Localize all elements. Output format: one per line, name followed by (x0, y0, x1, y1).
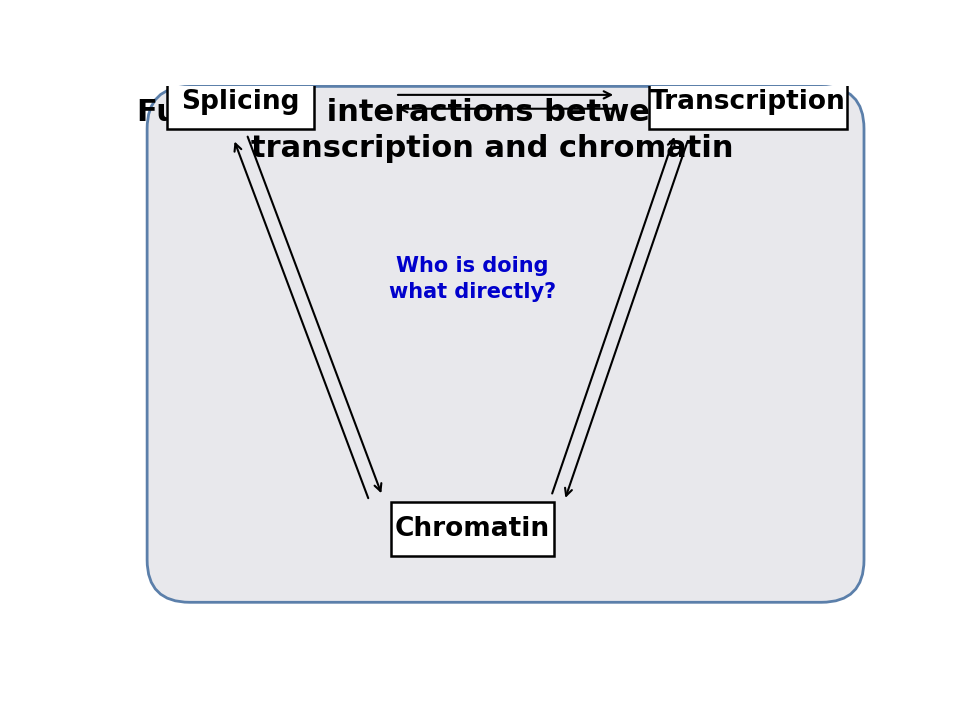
Text: Transcription: Transcription (650, 89, 846, 114)
FancyBboxPatch shape (147, 86, 864, 603)
Text: Who is doing
what directly?: Who is doing what directly? (389, 256, 556, 302)
Text: Chromatin: Chromatin (396, 516, 550, 542)
FancyBboxPatch shape (649, 75, 847, 129)
Text: Splicing: Splicing (180, 89, 300, 114)
FancyBboxPatch shape (166, 75, 314, 129)
FancyBboxPatch shape (392, 503, 554, 556)
Text: Functional interactions between splicing,
transcription and chromatin: Functional interactions between splicing… (137, 98, 847, 163)
